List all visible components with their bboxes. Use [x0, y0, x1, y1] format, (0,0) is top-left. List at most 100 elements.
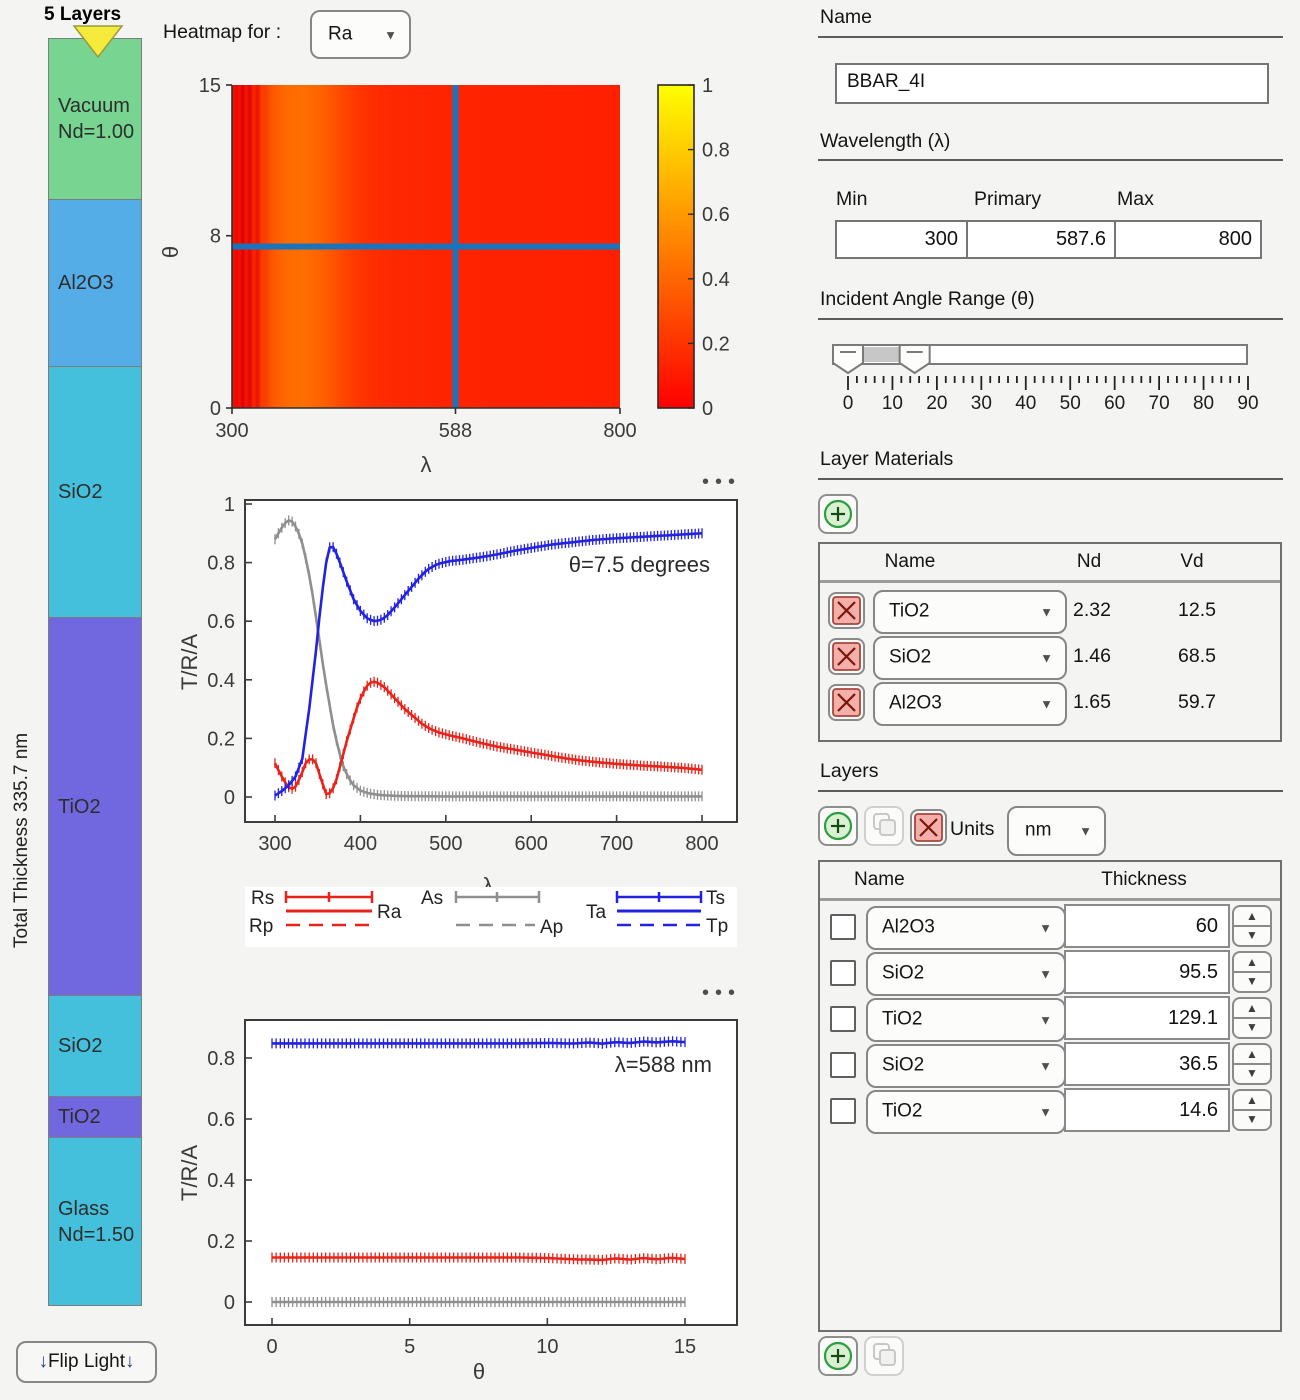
tick-label: 8: [210, 226, 221, 248]
stack-layer-label: SiO2: [58, 1035, 103, 1057]
stack-layer-glass: Glass Nd=1.50: [48, 1137, 142, 1306]
x-axis-label: λ: [483, 873, 494, 898]
layer-material-select[interactable]: Al2O3 ▼: [866, 906, 1066, 950]
wavelength-primary-input[interactable]: 587.6: [966, 220, 1116, 259]
step-up-icon[interactable]: ▲: [1246, 955, 1258, 969]
step-down-icon[interactable]: ▼: [1234, 1109, 1270, 1129]
legend-label-As: As: [421, 888, 443, 909]
layer-material-select[interactable]: TiO2 ▼: [866, 998, 1066, 1042]
add-layer-button-bottom[interactable]: [818, 1336, 858, 1376]
delete-material-button[interactable]: [828, 638, 865, 675]
tick-label: 15: [674, 1336, 696, 1358]
angle-chart-menu-button[interactable]: •••: [702, 982, 742, 1004]
x-axis-label: θ: [473, 1359, 485, 1384]
duplicate-layer-button-bottom[interactable]: [864, 1336, 904, 1376]
tick-label: 300: [215, 420, 248, 442]
material-name-select[interactable]: Al2O3 ▼: [873, 682, 1067, 726]
delete-layer-button[interactable]: [910, 809, 947, 846]
stack-layer-sio2-2: SiO2: [48, 995, 142, 1097]
layer-thickness-stepper[interactable]: ▲ ▼: [1232, 1043, 1272, 1085]
delete-material-button[interactable]: [828, 684, 865, 721]
layer-thickness-input[interactable]: 129.1: [1064, 996, 1230, 1040]
layer-select-checkbox[interactable]: [830, 960, 856, 986]
materials-col-vd: Vd: [1180, 551, 1204, 572]
flip-light-button[interactable]: ↓ Flip Light ↓: [16, 1341, 157, 1383]
spectrum-chart: 300 400 500 600 700 800 0 0.2 0.4 0.6 0.8 1 λ T/R/A θ=…: [177, 494, 738, 898]
layer-select-checkbox[interactable]: [830, 1052, 856, 1078]
tick-label: 0.6: [207, 611, 235, 633]
step-up-icon[interactable]: ▲: [1246, 1047, 1258, 1061]
stack-layer-label: SiO2: [58, 481, 103, 503]
chart-annotation: λ=588 nm: [615, 1052, 712, 1077]
chevron-down-icon: ▼: [1040, 696, 1053, 712]
layer-select-checkbox[interactable]: [830, 1006, 856, 1032]
material-name-select[interactable]: SiO2 ▼: [873, 636, 1067, 680]
layers-table: Name Thickness Al2O3 ▼ 60 ▲ ▼ SiO2 ▼ 95.…: [818, 860, 1282, 1332]
slider-thumb-low[interactable]: [832, 344, 864, 375]
step-down-icon[interactable]: ▼: [1234, 971, 1270, 991]
material-name-select[interactable]: TiO2 ▼: [873, 590, 1067, 634]
add-layer-button[interactable]: [818, 806, 858, 846]
layer-material-value: SiO2: [882, 1054, 925, 1076]
layer-thickness-input[interactable]: 36.5: [1064, 1042, 1230, 1086]
step-down-icon[interactable]: ▼: [1234, 1063, 1270, 1083]
spectrum-chart-menu-button[interactable]: •••: [702, 471, 742, 493]
name-input[interactable]: BBAR_4I: [835, 63, 1269, 104]
layer-thickness-input[interactable]: 95.5: [1064, 950, 1230, 994]
tick-label: 1: [224, 494, 235, 516]
close-icon: [837, 647, 856, 666]
duplicate-layer-button[interactable]: [864, 806, 904, 846]
layer-stack: Vacuum Nd=1.00 Al2O3 SiO2 TiO2 SiO2 TiO2…: [48, 38, 142, 1306]
layer-material-value: Al2O3: [882, 916, 935, 938]
wavelength-min-input[interactable]: 300: [835, 220, 968, 259]
plus-icon: [831, 819, 845, 833]
chevron-down-icon: ▼: [1039, 1012, 1052, 1028]
layer-select-checkbox[interactable]: [830, 914, 856, 940]
heatmap-variable-select[interactable]: Ra ▼: [310, 10, 411, 59]
layer-select-checkbox[interactable]: [830, 1098, 856, 1124]
units-select[interactable]: nm ▼: [1007, 806, 1106, 856]
legend-label-Rs: Rs: [251, 888, 274, 909]
layer-material-select[interactable]: SiO2 ▼: [866, 1044, 1066, 1088]
step-down-icon[interactable]: ▼: [1234, 1017, 1270, 1037]
tick-label: 0.2: [207, 1231, 235, 1253]
tick-label: 0.4: [702, 269, 730, 291]
layer-thickness-input[interactable]: 14.6: [1064, 1088, 1230, 1132]
step-up-icon[interactable]: ▲: [1246, 1001, 1258, 1015]
down-arrow-icon: ↓: [125, 1351, 135, 1372]
material-nd-value: 1.46: [1073, 645, 1111, 667]
wavelength-max-input[interactable]: 800: [1114, 220, 1262, 259]
legend-label-Ap: Ap: [540, 917, 563, 938]
slider-selected-range[interactable]: [848, 347, 915, 362]
heatmap-axes: [226, 84, 621, 414]
plus-icon: [831, 507, 845, 521]
incident-angle-range-slider[interactable]: 0 10 20 30 40 50 60 70 80 90: [818, 330, 1283, 422]
layer-material-select[interactable]: SiO2 ▼: [866, 952, 1066, 996]
delete-material-button[interactable]: [828, 592, 865, 629]
legend-line-Rs-errorbar: [284, 891, 374, 903]
chart-annotation: θ=7.5 degrees: [569, 552, 710, 577]
step-down-icon[interactable]: ▼: [1234, 925, 1270, 945]
step-up-icon[interactable]: ▲: [1246, 909, 1258, 923]
layer-thickness-stepper[interactable]: ▲ ▼: [1232, 951, 1272, 993]
tick-label: 800: [603, 420, 636, 442]
layer-thickness-input[interactable]: 60: [1064, 904, 1230, 948]
layer-thickness-stepper[interactable]: ▲ ▼: [1232, 905, 1272, 947]
layer-material-value: TiO2: [882, 1100, 923, 1122]
chevron-down-icon: ▼: [1040, 604, 1053, 620]
add-material-button[interactable]: [818, 494, 858, 534]
tick-label: 0: [266, 1336, 277, 1358]
layer-thickness-stepper[interactable]: ▲ ▼: [1232, 997, 1272, 1039]
layer-thickness-stepper[interactable]: ▲ ▼: [1232, 1089, 1272, 1131]
layer-material-select[interactable]: TiO2 ▼: [866, 1090, 1066, 1134]
tick-label: 0.4: [207, 1170, 235, 1192]
step-up-icon[interactable]: ▲: [1246, 1093, 1258, 1107]
series-line: [272, 1040, 686, 1045]
tick-label: 0.8: [207, 553, 235, 575]
series-line: [273, 680, 703, 796]
axis-ticks: [245, 1057, 686, 1325]
slider-thumb-high[interactable]: [898, 344, 931, 375]
layer-materials-section-header: Layer Materials: [820, 448, 954, 470]
plus-icon: [831, 1349, 845, 1363]
y-axis-label: T/R/A: [177, 634, 202, 691]
